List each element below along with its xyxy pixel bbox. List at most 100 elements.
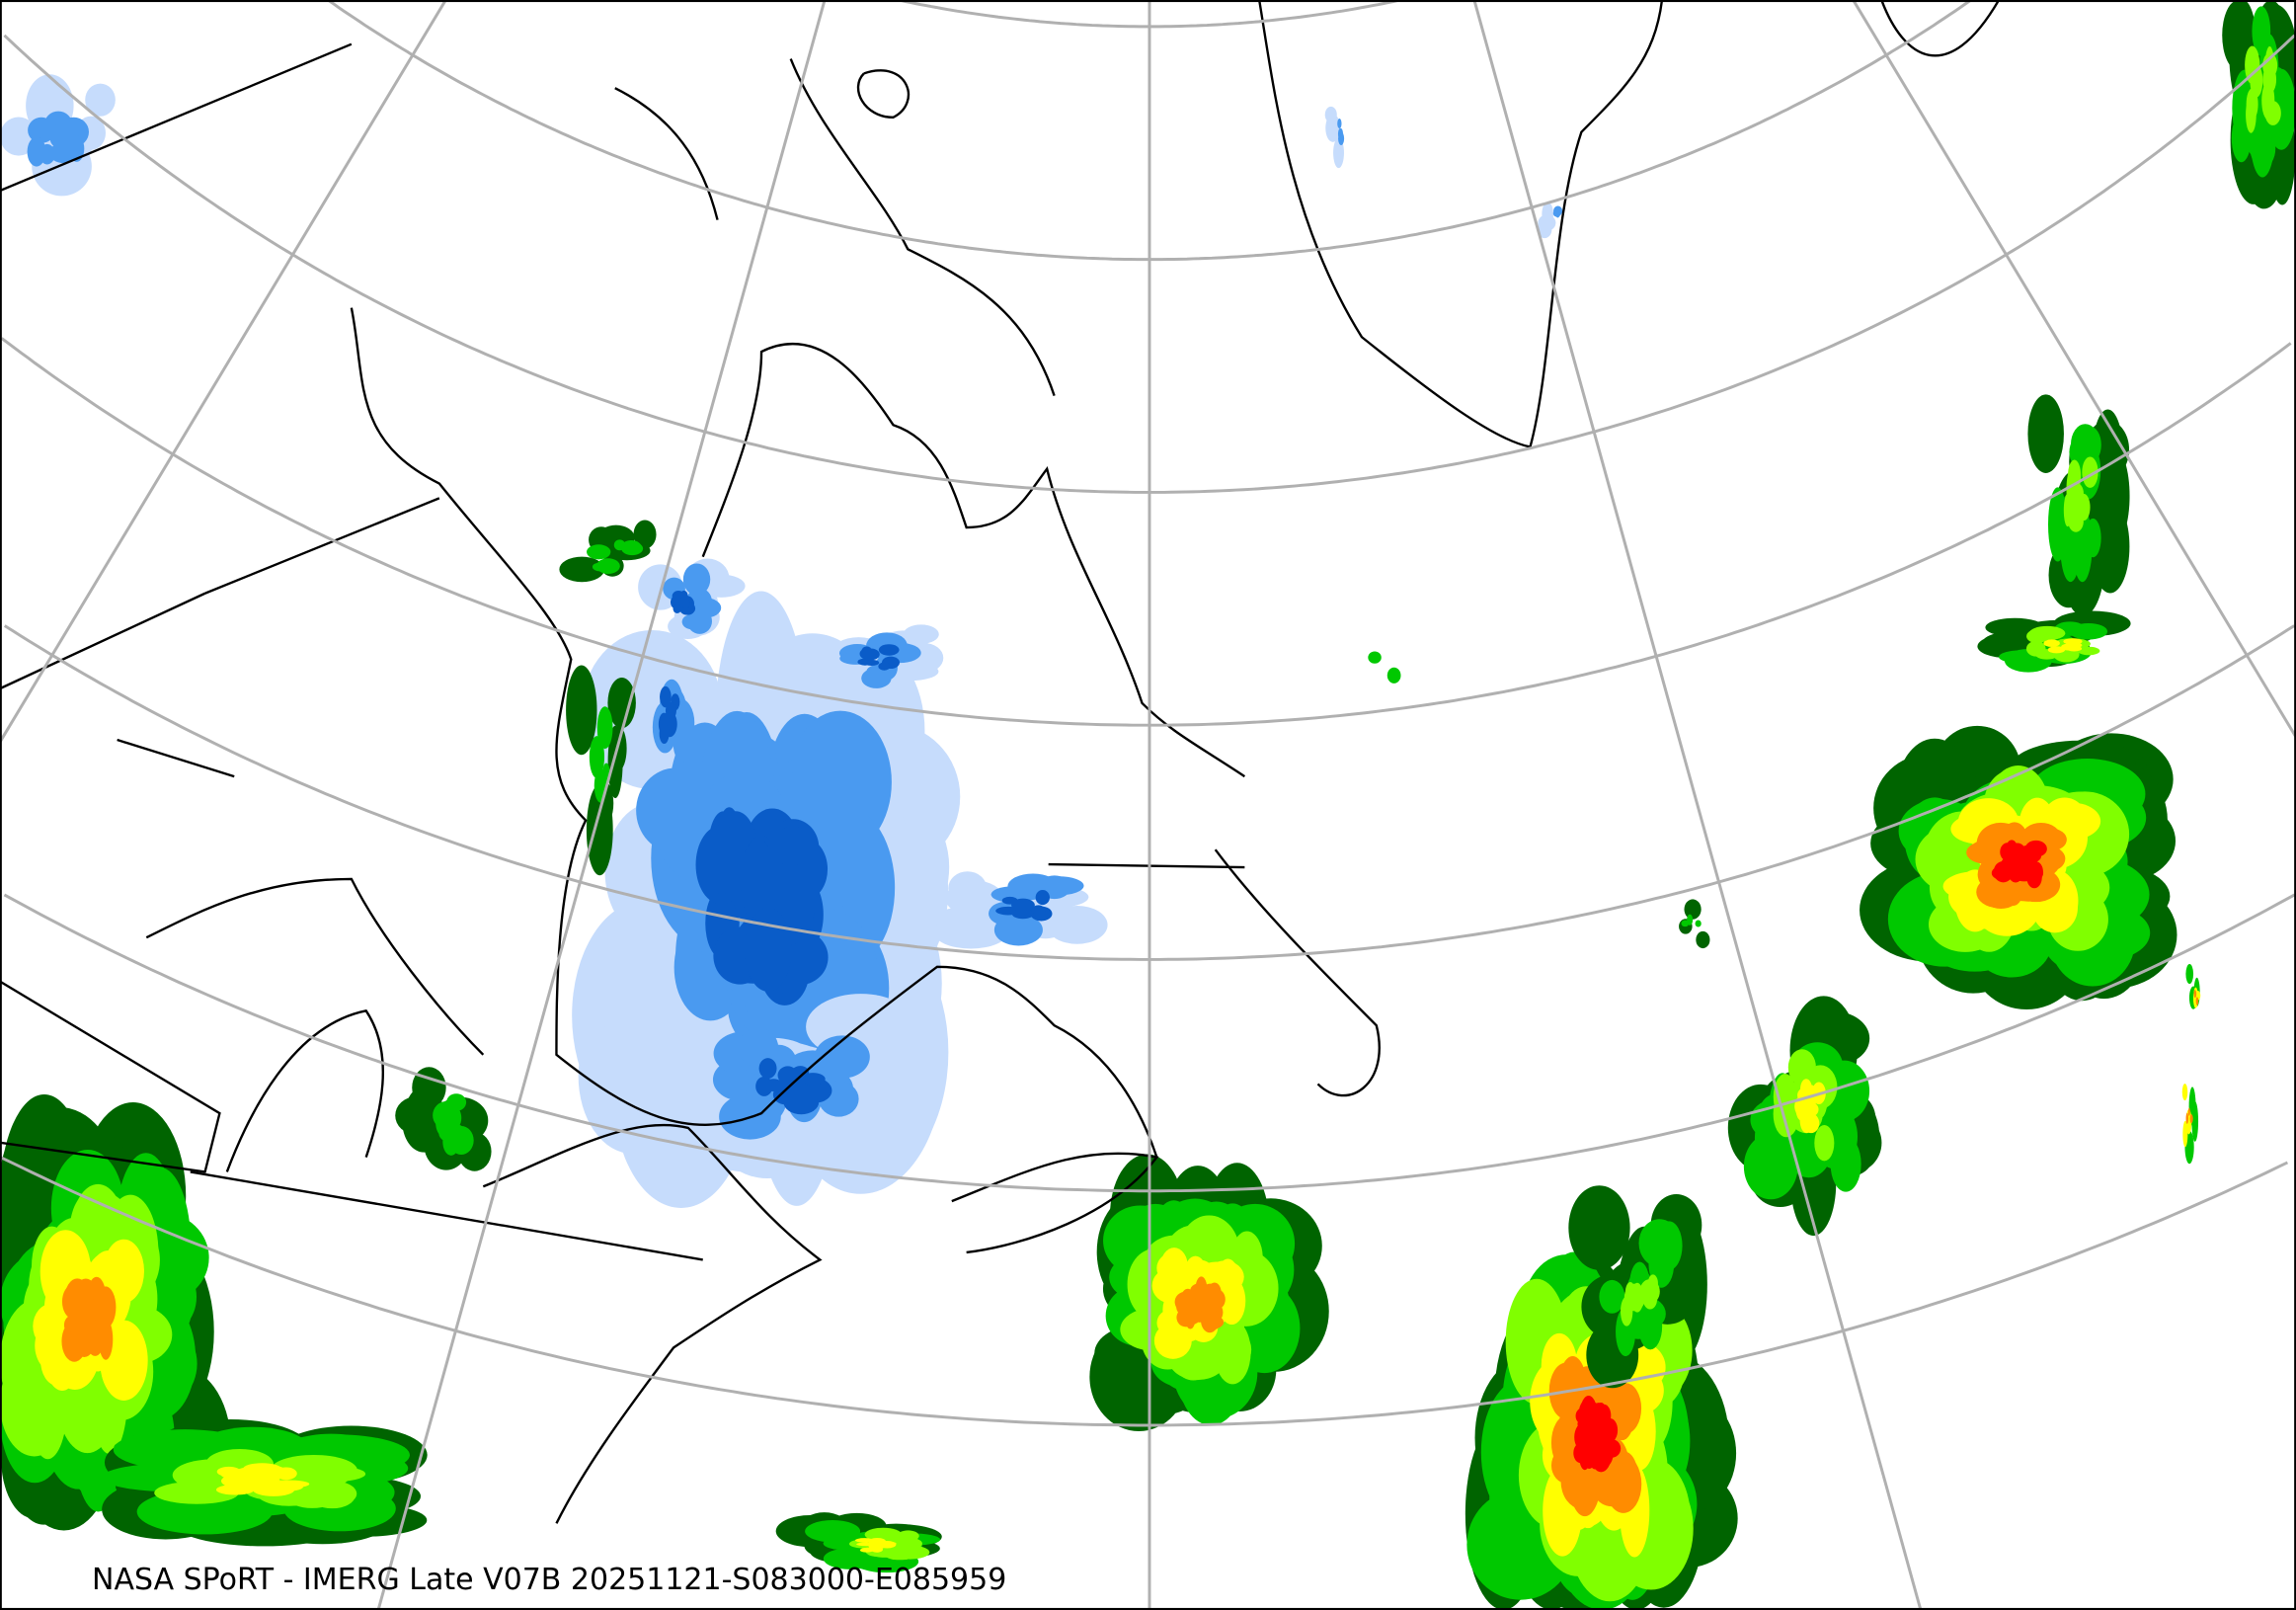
precip-cell bbox=[621, 539, 642, 554]
latitude-line bbox=[0, 337, 2292, 727]
precip-cell bbox=[814, 1035, 870, 1079]
coastline bbox=[0, 980, 221, 1173]
precip-cell bbox=[1333, 137, 1344, 169]
precip-cell bbox=[993, 914, 1043, 946]
precip-cell bbox=[85, 83, 116, 117]
precip-cell bbox=[607, 678, 636, 729]
precip-cell bbox=[861, 648, 880, 661]
coastline bbox=[1258, 0, 1664, 448]
precip-cell bbox=[216, 1466, 241, 1478]
coastline bbox=[614, 87, 719, 220]
precip-cell bbox=[2245, 45, 2260, 85]
precip-cell bbox=[0, 117, 38, 156]
precip-cell bbox=[2027, 394, 2064, 473]
precip-cell bbox=[1011, 909, 1034, 920]
precip-cell bbox=[1011, 898, 1035, 912]
precip-cell bbox=[2047, 646, 2066, 654]
precip-cell bbox=[744, 907, 792, 992]
precip-cell bbox=[2068, 641, 2079, 649]
precip-cell bbox=[1337, 118, 1342, 129]
map-caption: NASA SPoRT - IMERG Late V07B 20251121-S0… bbox=[92, 1563, 1007, 1597]
coastline bbox=[0, 42, 353, 193]
precip-cell bbox=[27, 136, 46, 167]
precip-cell bbox=[2181, 1084, 2188, 1101]
precip-cell bbox=[1210, 1328, 1252, 1372]
precip-cell bbox=[2246, 96, 2256, 133]
precip-cell bbox=[2028, 861, 2043, 883]
longitude-line bbox=[1472, 0, 1923, 1610]
precip-cell bbox=[2189, 1114, 2193, 1124]
precip-cell bbox=[878, 662, 891, 671]
precip-cell bbox=[1599, 1279, 1625, 1314]
precip-cell bbox=[559, 556, 605, 583]
precip-cell bbox=[2264, 101, 2281, 125]
coastline bbox=[225, 1009, 384, 1172]
precip-cell bbox=[864, 1527, 902, 1542]
precip-cell bbox=[933, 915, 1008, 949]
precip-cell bbox=[665, 701, 676, 720]
precip-cell bbox=[2185, 964, 2194, 985]
precip-cell bbox=[1184, 1305, 1196, 1329]
precip-cell bbox=[1325, 114, 1341, 142]
precip-cell bbox=[587, 544, 611, 560]
precip-cell bbox=[1800, 1079, 1812, 1100]
precip-cell bbox=[1588, 1439, 1602, 1470]
precip-cell bbox=[88, 1297, 110, 1322]
precip-cell bbox=[859, 1548, 874, 1553]
precip-cell bbox=[885, 1551, 914, 1561]
precip-cell bbox=[636, 767, 716, 853]
precip-cell bbox=[28, 117, 55, 143]
precip-cell bbox=[763, 1079, 783, 1092]
precip-cell bbox=[1338, 131, 1345, 146]
coastline bbox=[204, 497, 440, 595]
precip-cell bbox=[2043, 639, 2060, 647]
precip-cell bbox=[633, 520, 657, 549]
coastline bbox=[951, 1152, 1159, 1254]
precip-cell bbox=[1605, 1455, 1642, 1513]
precip-cell bbox=[1585, 1425, 1606, 1443]
precip-cell bbox=[1578, 1437, 1591, 1471]
precip-cell bbox=[1595, 1403, 1607, 1422]
coastline bbox=[117, 738, 235, 778]
precip-cell bbox=[823, 1548, 877, 1570]
precip-cell bbox=[2067, 459, 2082, 493]
precip-cell bbox=[2069, 502, 2079, 531]
precip-cell bbox=[682, 563, 711, 596]
precip-cell bbox=[1200, 1307, 1220, 1333]
precip-cell bbox=[903, 624, 939, 644]
longitude-line bbox=[376, 0, 827, 1610]
precip-cell bbox=[805, 1520, 861, 1543]
coastline bbox=[1048, 862, 1245, 869]
precip-cell bbox=[2264, 83, 2273, 105]
precip-cell bbox=[1190, 1283, 1208, 1299]
precip-cell bbox=[2187, 1107, 2190, 1116]
precip-cell bbox=[2008, 861, 2023, 883]
coastlines-layer bbox=[0, 0, 2001, 1524]
coastline bbox=[1880, 0, 2001, 57]
precip-cell bbox=[589, 736, 605, 778]
precip-cell bbox=[2222, 0, 2255, 71]
precip-cell bbox=[440, 1099, 460, 1128]
coastline bbox=[856, 69, 910, 120]
precip-cell bbox=[1602, 1439, 1622, 1458]
precip-cell bbox=[673, 604, 681, 614]
precip-cell bbox=[738, 1027, 779, 1068]
precip-cell bbox=[1035, 890, 1050, 906]
coastline bbox=[701, 343, 1246, 778]
precip-cell bbox=[1031, 905, 1046, 918]
precip-cell bbox=[566, 665, 597, 756]
precip-cell bbox=[1814, 1125, 1835, 1162]
precip-cell bbox=[872, 1539, 886, 1545]
precip-cell bbox=[791, 1066, 810, 1080]
longitude-line bbox=[0, 0, 447, 743]
precip-cell bbox=[705, 850, 740, 895]
precip-cell bbox=[405, 1087, 443, 1139]
precip-cell bbox=[271, 1480, 304, 1491]
precip-cell bbox=[1621, 1296, 1633, 1327]
precip-cell bbox=[1655, 1221, 1683, 1270]
precip-cell bbox=[69, 1325, 90, 1354]
precip-cell bbox=[660, 685, 672, 708]
precip-cell bbox=[2195, 997, 2199, 1006]
precip-cell bbox=[68, 135, 85, 162]
